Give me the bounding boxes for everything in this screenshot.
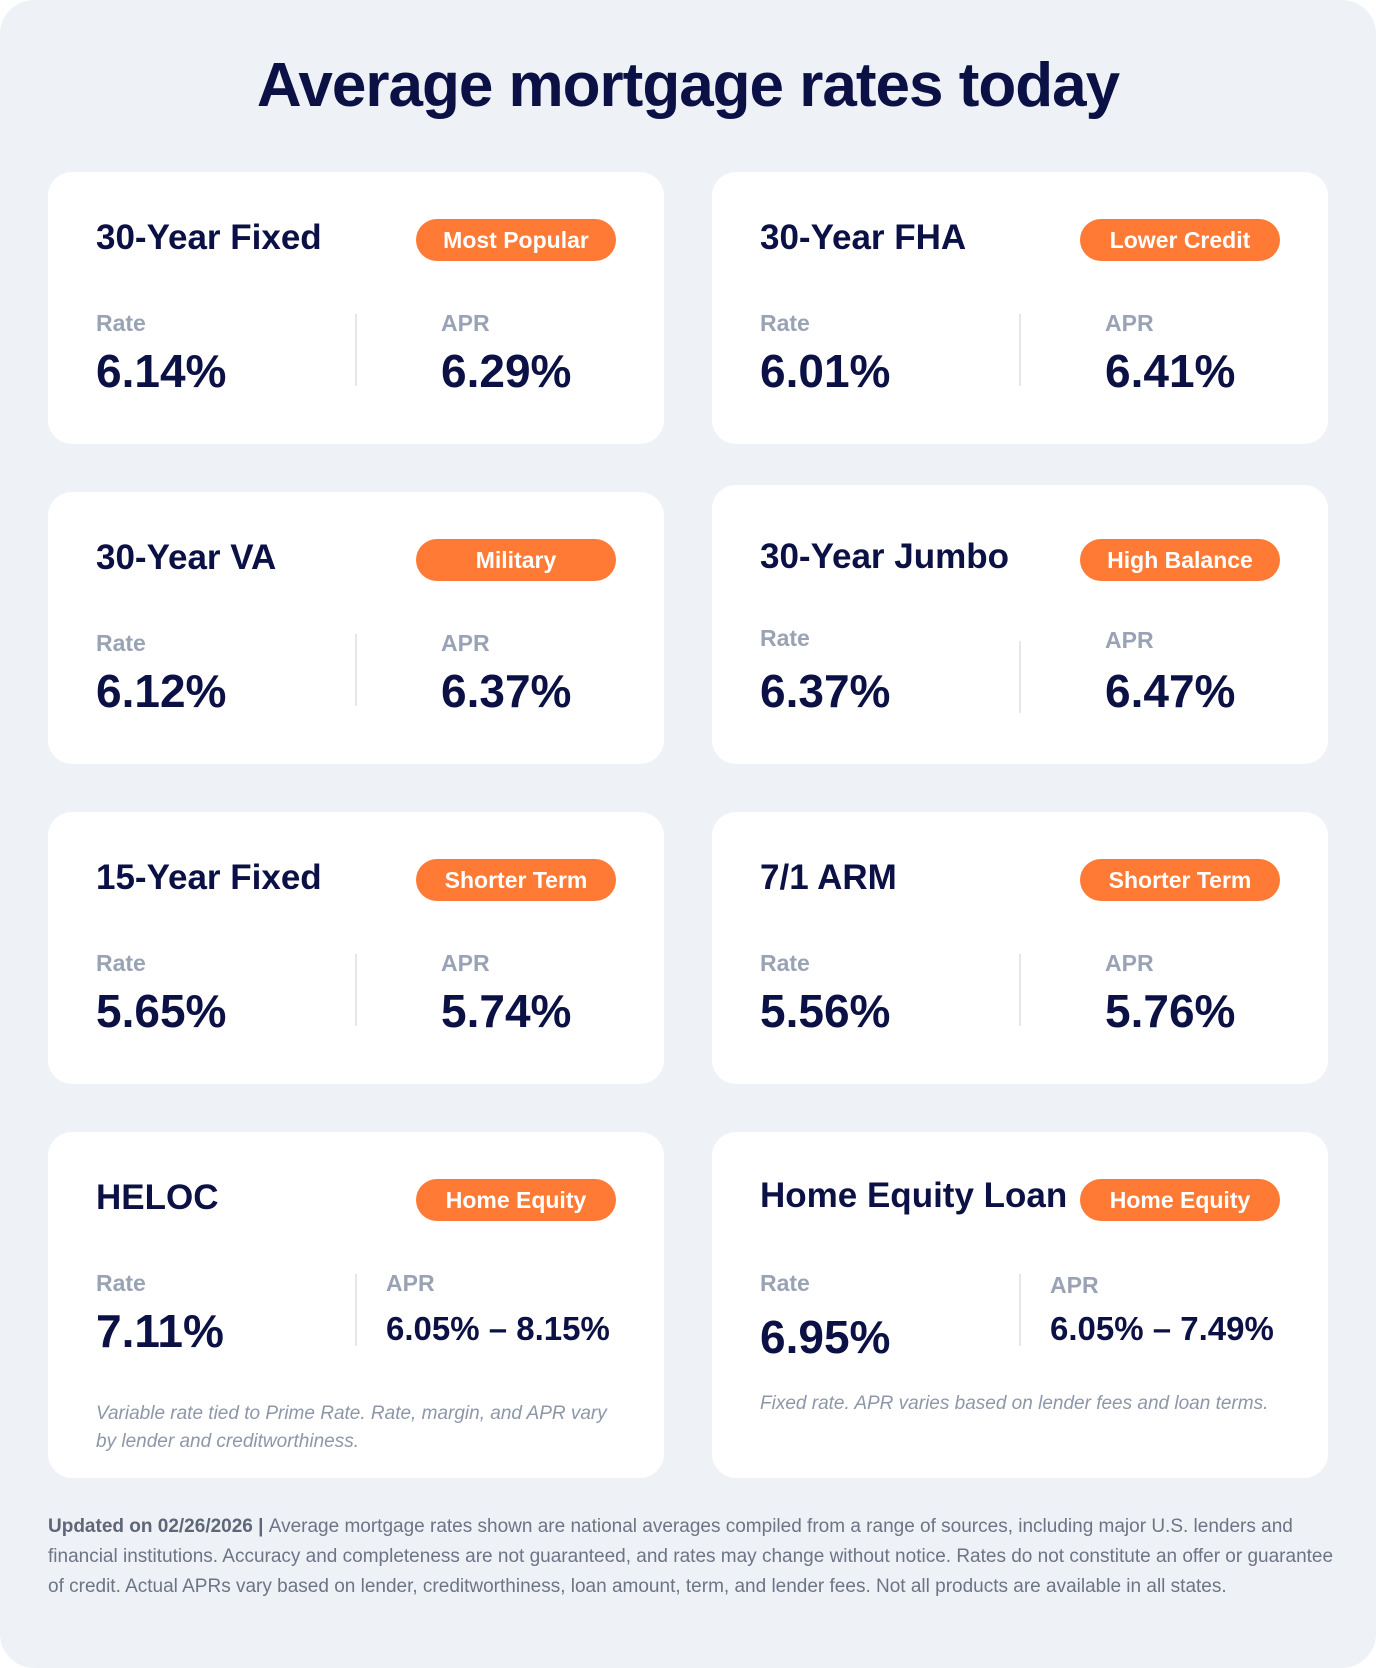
divider [1019,954,1021,1026]
disclaimer-text: Average mortgage rates shown are nationa… [48,1516,1334,1597]
apr-value: 6.29% [441,345,572,397]
card-title: 15-Year Fixed [96,858,322,897]
rate-card-home-equity-loan: Home Equity Loan Home Equity Rate 6.95% … [712,1132,1328,1478]
card-footnote: Fixed rate. APR varies based on lender f… [760,1393,1269,1414]
divider [355,634,357,706]
card-title: 7/1 ARM [760,858,897,897]
card-title: HELOC [96,1178,219,1217]
card-footnote: Variable rate tied to Prime Rate. Rate, … [96,1403,607,1452]
divider [1019,1274,1021,1346]
rate-value: 7.11% [96,1305,224,1357]
rate-card-30-year-fha: 30-Year FHA Lower Credit Rate 6.01% APR … [712,172,1328,444]
divider [355,314,357,386]
rate-card-30-year-va: 30-Year VA Military Rate 6.12% APR 6.37% [48,492,664,764]
card-title: 30-Year FHA [760,218,967,257]
card-badge: Lower Credit [1080,219,1280,261]
divider [1019,314,1021,386]
rate-card-7-1-arm: 7/1 ARM Shorter Term Rate 5.56% APR 5.76… [712,812,1328,1084]
rate-card-30-year-fixed: 30-Year Fixed Most Popular Rate 6.14% AP… [48,172,664,444]
apr-range-value: 6.05% – 7.49% [1050,1310,1274,1347]
apr-value: 5.74% [441,985,572,1037]
rate-label: Rate [760,310,810,336]
updated-date: Updated on 02/26/2026 [48,1516,253,1537]
apr-label: APR [1050,1272,1099,1298]
rate-value: 6.12% [96,665,227,717]
apr-label: APR [1105,627,1154,653]
disclaimer: Updated on 02/26/2026 | Average mortgage… [48,1512,1338,1602]
separator: | [252,1516,269,1537]
rate-label: Rate [96,630,146,656]
rate-label: Rate [760,625,810,651]
rate-label: Rate [760,1270,810,1296]
divider [1019,641,1021,713]
apr-value: 6.41% [1105,345,1236,397]
rate-card-heloc: HELOC Home Equity Rate 7.11% APR 6.05% –… [48,1132,664,1478]
card-badge: Shorter Term [416,859,616,901]
card-badge: Home Equity [1080,1179,1280,1221]
apr-value: 6.37% [441,665,572,717]
card-title: 30-Year VA [96,538,277,577]
apr-label: APR [1105,950,1154,976]
apr-label: APR [441,310,490,336]
card-title: 30-Year Fixed [96,218,322,257]
rate-label: Rate [96,310,146,336]
rate-value: 5.56% [760,985,891,1037]
card-badge: Military [416,539,616,581]
card-badge: High Balance [1080,539,1280,581]
rate-card-30-year-jumbo: 30-Year Jumbo High Balance Rate 6.37% AP… [712,485,1328,764]
rate-label: Rate [96,1270,146,1296]
apr-label: APR [441,630,490,656]
divider [355,1274,357,1346]
card-badge: Most Popular [416,219,616,261]
rate-card-15-year-fixed: 15-Year Fixed Shorter Term Rate 5.65% AP… [48,812,664,1084]
apr-value: 5.76% [1105,985,1236,1037]
divider [355,954,357,1026]
rate-value: 6.14% [96,345,227,397]
rate-value: 6.37% [760,665,891,717]
rate-value: 6.01% [760,345,891,397]
rate-label: Rate [96,950,146,976]
apr-label: APR [386,1270,435,1296]
apr-range-value: 6.05% – 8.15% [386,1310,610,1347]
rate-label: Rate [760,950,810,976]
card-title: Home Equity Loan [760,1176,1068,1215]
apr-value: 6.47% [1105,665,1236,717]
rate-value: 5.65% [96,985,227,1037]
card-title: 30-Year Jumbo [760,537,1009,576]
apr-label: APR [1105,310,1154,336]
page-title: Average mortgage rates today [256,51,1120,120]
apr-label: APR [441,950,490,976]
card-badge: Home Equity [416,1179,616,1221]
rate-value: 6.95% [760,1311,891,1363]
card-badge: Shorter Term [1080,859,1280,901]
